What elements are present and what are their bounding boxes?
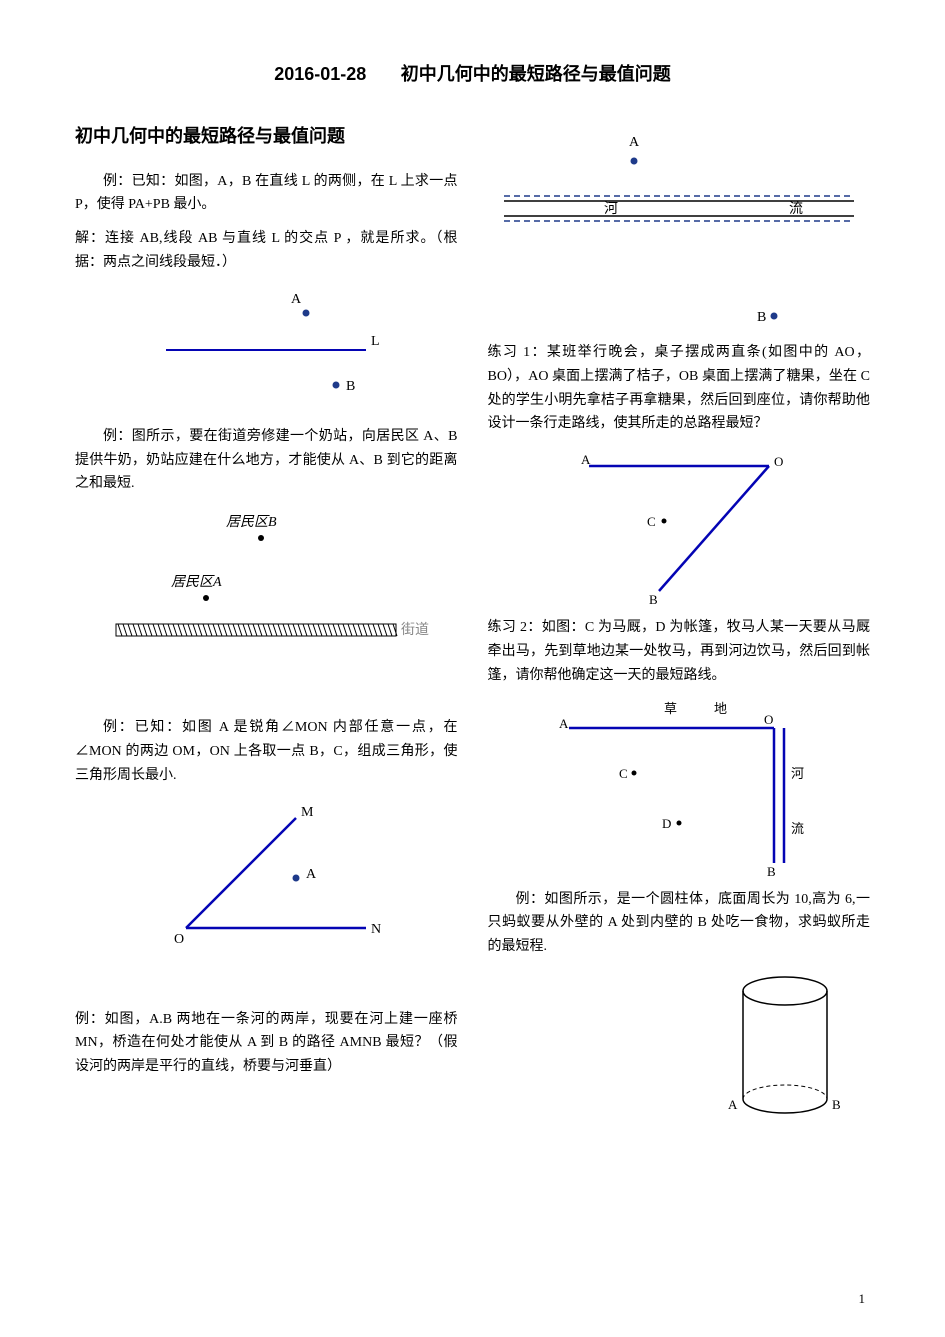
- figure-5-tables: A O B C: [559, 446, 799, 606]
- fig6-river1: 河: [791, 766, 804, 781]
- page-header: 2016-01-28 初中几何中的最短路径与最值问题: [75, 60, 870, 86]
- fig5-label-b: B: [649, 592, 658, 606]
- fig7-bottom-back: [743, 1085, 827, 1099]
- fig7-top-ellipse: [743, 977, 827, 1005]
- fig1-label-b: B: [346, 379, 355, 394]
- fig4-label-a: A: [629, 135, 640, 150]
- example-1-solution: 解：连接 AB,线段 AB 与直线 L 的交点 P ，就是所求。（根据：两点之间…: [75, 227, 458, 275]
- figure-2-street: 居民区B 居民区A 街道: [96, 506, 436, 666]
- fig2-street-hatch: [116, 624, 397, 636]
- fig1-label-l: L: [371, 334, 380, 349]
- figure-7-cylinder: A B: [710, 969, 860, 1129]
- fig4-river-label: 河: [604, 201, 618, 217]
- fig6-label-a: A: [559, 716, 569, 731]
- figure-4-river: A 河 流 B: [499, 131, 859, 331]
- practice-2: 练习 2：如图：C 为马厩，D 为帐篷，牧马人某一天要从马厩牵出马，先到草地边某…: [488, 616, 871, 687]
- fig4-point-a: [630, 158, 637, 165]
- fig6-point-c: [631, 770, 636, 775]
- example-1-problem: 例：已知：如图，A，B 在直线 L 的两侧，在 L 上求一点 P，使得 PA+P…: [75, 170, 458, 218]
- fig6-point-d: [676, 820, 681, 825]
- fig6-label-o: O: [764, 712, 773, 727]
- fig2-point-a: [203, 595, 209, 601]
- fig2-street-label: 街道: [401, 622, 429, 638]
- fig4-label-b: B: [757, 310, 766, 325]
- fig5-label-a: A: [581, 452, 591, 467]
- figure-6-grass-river: 草 地 A O 河 流 B C D: [549, 698, 809, 878]
- header-date: 2016-01-28: [274, 64, 366, 84]
- fig7-bottom-front: [743, 1099, 827, 1113]
- fig3-line-om: [186, 818, 296, 928]
- fig6-label-c: C: [619, 766, 628, 781]
- fig4-point-b: [770, 313, 777, 320]
- fig5-point-c: [661, 519, 666, 524]
- fig2-point-b: [258, 535, 264, 541]
- fig1-point-b: [333, 381, 340, 388]
- fig7-label-a: A: [728, 1097, 738, 1112]
- section-title: 初中几何中的最短路径与最值问题: [75, 121, 458, 152]
- fig5-label-o: O: [774, 454, 783, 469]
- example-4-problem: 例：如图，A.B 两地在一条河的两岸，现要在河上建一座桥 MN，桥造在何处才能使…: [75, 1008, 458, 1079]
- fig3-label-o: O: [174, 932, 184, 947]
- fig1-point-a: [303, 309, 310, 316]
- fig3-label-a: A: [306, 867, 317, 882]
- fig6-river2: 流: [791, 821, 804, 836]
- fig1-label-a: A: [291, 292, 302, 307]
- figure-3-angle-mon: M N O A: [146, 798, 386, 948]
- fig5-label-c: C: [647, 514, 656, 529]
- left-column: 初中几何中的最短路径与最值问题 例：已知：如图，A，B 在直线 L 的两侧，在 …: [75, 121, 458, 1139]
- fig3-label-m: M: [301, 805, 314, 820]
- fig7-label-b: B: [832, 1097, 841, 1112]
- example-5-cylinder: 例：如图所示，是一个圆柱体，底面周长为 10,高为 6,一只蚂蚁要从外壁的 A …: [488, 888, 871, 959]
- fig3-point-a: [293, 874, 300, 881]
- fig2-label-b: 居民区B: [226, 514, 277, 530]
- fig6-label-d: D: [662, 816, 671, 831]
- fig6-grass2: 地: [714, 701, 727, 716]
- fig4-flow-label: 流: [789, 201, 803, 217]
- figure-1-line-ab: A L B: [136, 285, 396, 415]
- example-3-problem: 例：已知：如图 A 是锐角∠MON 内部任意一点，在∠MON 的两边 OM，ON…: [75, 716, 458, 787]
- right-column: A 河 流 B 练习 1：某班举行晚会，桌子摆成两直条(如图中的 AO，BO），…: [488, 121, 871, 1139]
- header-title: 初中几何中的最短路径与最值问题: [401, 64, 671, 84]
- example-2-problem: 例：图所示，要在街道旁修建一个奶站，向居民区 A、B 提供牛奶，奶站应建在什么地…: [75, 425, 458, 496]
- fig6-grass1: 草: [664, 701, 677, 716]
- fig6-label-b: B: [767, 864, 776, 878]
- page-number: 1: [859, 1291, 866, 1307]
- fig5-line-ob: [659, 466, 769, 591]
- practice-1: 练习 1：某班举行晚会，桌子摆成两直条(如图中的 AO，BO），AO 桌面上摆满…: [488, 341, 871, 436]
- fig2-label-a: 居民区A: [171, 574, 222, 590]
- two-column-layout: 初中几何中的最短路径与最值问题 例：已知：如图，A，B 在直线 L 的两侧，在 …: [75, 121, 870, 1139]
- fig3-label-n: N: [371, 922, 381, 937]
